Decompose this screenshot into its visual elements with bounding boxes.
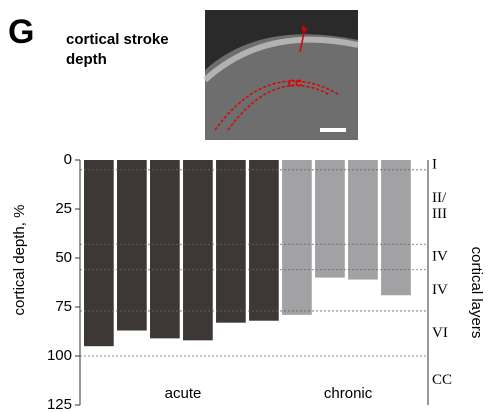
bar xyxy=(381,160,411,295)
y-tick-label: 125 xyxy=(47,396,72,412)
layer-label: I xyxy=(432,156,437,172)
bar xyxy=(216,160,246,323)
y-tick-label: 0 xyxy=(64,151,72,168)
layer-label: CC xyxy=(432,372,452,388)
bar xyxy=(348,160,378,280)
figure: G cortical stroke depth cc 0 25 50 75 100 125… xyxy=(0,0,491,412)
title-line: depth xyxy=(66,51,107,68)
bar xyxy=(249,160,279,321)
y-tick-label: 100 xyxy=(47,347,72,364)
bar xyxy=(282,160,312,315)
layer-label: IV xyxy=(432,248,448,264)
bar xyxy=(315,160,345,278)
micrograph: cc xyxy=(205,10,358,140)
group-label: chronic xyxy=(324,385,373,402)
y-tick-label: 75 xyxy=(55,298,72,315)
layer-label: VI xyxy=(432,325,448,341)
y-tick-label: 50 xyxy=(55,249,72,266)
bar xyxy=(183,160,213,340)
layer-label: IV xyxy=(432,282,448,298)
group-label: acute xyxy=(165,385,202,402)
bar xyxy=(84,160,114,346)
y-axis-label: cortical depth, % xyxy=(11,205,28,316)
y2-axis-label: cortical layers xyxy=(468,247,485,339)
bar xyxy=(117,160,147,331)
y-tick-label: 25 xyxy=(55,200,72,217)
title-line: cortical stroke xyxy=(66,31,169,48)
panel-letter: G xyxy=(8,13,34,51)
image-label: cc xyxy=(288,74,302,89)
layer-label: II/III xyxy=(432,190,447,222)
bar xyxy=(150,160,180,338)
